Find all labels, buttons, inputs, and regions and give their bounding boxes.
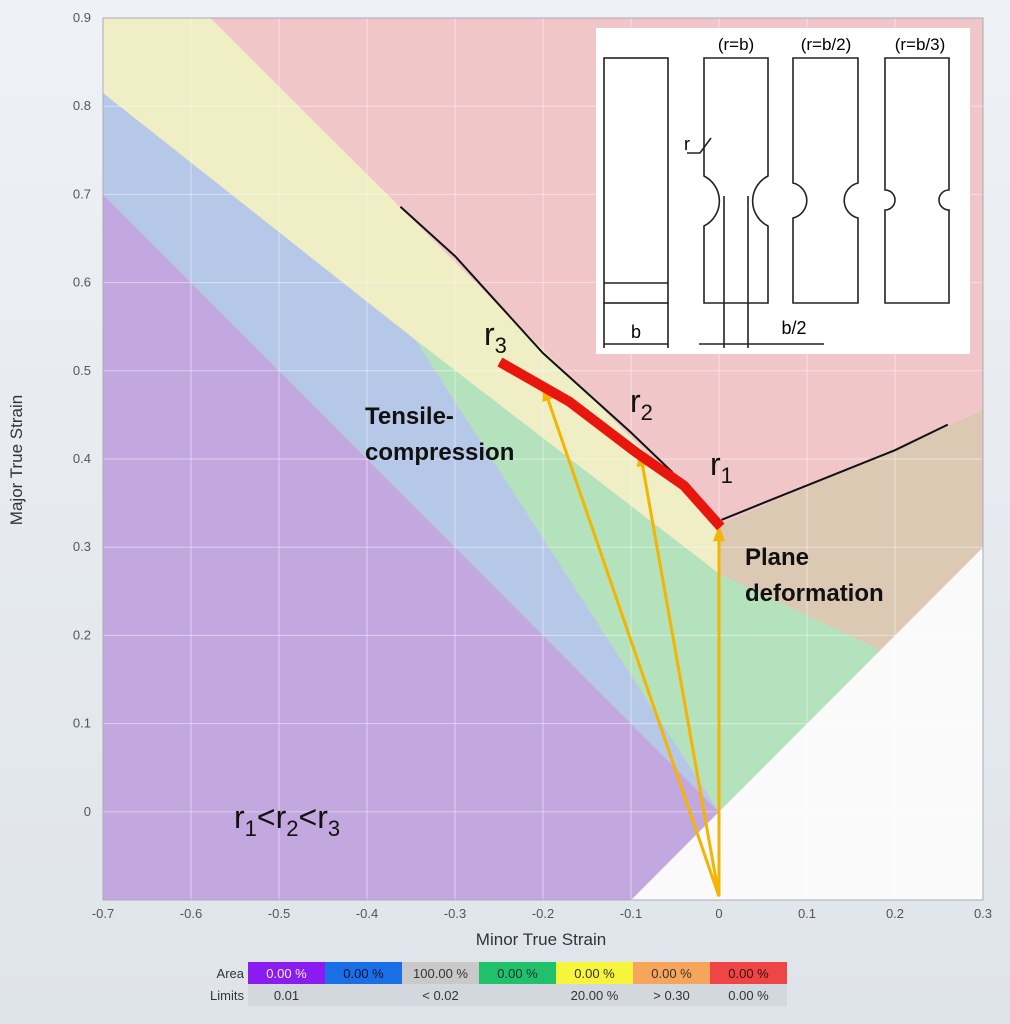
- svg-text:(r=b/2): (r=b/2): [801, 35, 852, 54]
- strain-path-arrow-1: [638, 449, 721, 897]
- specimen-inset: b b/2 r (r=b) (r=b/2) (r=b/3): [596, 28, 970, 354]
- specimen-r-b2: [792, 57, 859, 304]
- svg-text:b: b: [631, 322, 641, 342]
- svg-text:b/2: b/2: [781, 318, 806, 338]
- area-label: Area: [216, 965, 244, 981]
- legend-limit-cell: < 0.02: [402, 984, 479, 1006]
- x-tick-label: 0: [715, 906, 722, 921]
- legend-limit-cell: [325, 984, 402, 1006]
- label-r3: r3: [484, 316, 507, 358]
- y-tick-label: 0.4: [73, 451, 91, 466]
- label-deformation: deformation: [745, 580, 884, 607]
- zone-4: [415, 339, 878, 812]
- legend-limit-cell: 20.00 %: [556, 984, 633, 1006]
- label-r-order: r1<r2<r3: [234, 799, 340, 841]
- label-r2: r2: [630, 383, 653, 425]
- zone-3: [103, 18, 719, 574]
- x-tick-label: -0.2: [532, 906, 554, 921]
- x-tick-label: -0.6: [180, 906, 202, 921]
- svg-text:r: r: [684, 134, 690, 154]
- legend-limit-cell: > 0.30: [633, 984, 710, 1006]
- svg-text:(r=b): (r=b): [718, 35, 754, 54]
- specimen-plain: [603, 57, 669, 304]
- x-tick-label: -0.5: [268, 906, 290, 921]
- zone-2: [103, 92, 719, 812]
- label-compression: compression: [365, 439, 514, 466]
- arrowhead-2: [713, 525, 725, 542]
- forming-limit-curve-0: [399, 206, 674, 473]
- x-axis-label: Minor True Strain: [476, 930, 606, 949]
- zone-1: [103, 194, 719, 900]
- y-tick-label: 0.7: [73, 186, 91, 201]
- x-tick-label: -0.1: [620, 906, 642, 921]
- annotations: r3 r2 r1 Tensile- compression Plane defo…: [234, 316, 884, 841]
- y-tick-label: 0.2: [73, 627, 91, 642]
- zone-5: [719, 410, 983, 654]
- legend-limit-cell: 0.00 %: [710, 984, 787, 1006]
- label-tensile: Tensile-: [365, 403, 454, 430]
- strain-path-arrow-0: [541, 384, 721, 897]
- legend-area-cell: 0.00 %: [556, 962, 633, 984]
- legend-area-cell: 0.00 %: [248, 962, 325, 984]
- legend-area-cell: 0.00 %: [325, 962, 402, 984]
- x-tick-label: -0.7: [92, 906, 114, 921]
- legend-area-cell: 100.00 %: [402, 962, 479, 984]
- y-tick-label: 0.6: [73, 275, 91, 290]
- y-tick-label: 0.5: [73, 363, 91, 378]
- legend-area-cell: 0.00 %: [479, 962, 556, 984]
- x-tick-label: -0.4: [356, 906, 378, 921]
- y-axis-label: Major True Strain: [7, 395, 26, 525]
- legend: Area 0.00 % 0.00 % 100.00 % 0.00 % 0.00 % 0.00…: [196, 962, 787, 1006]
- legend-area-cell: 0.00 %: [633, 962, 710, 984]
- x-tick-label: 0.3: [974, 906, 992, 921]
- zone-0: [631, 547, 983, 900]
- y-tick-label: 0.3: [73, 539, 91, 554]
- y-tick-label: 0.8: [73, 98, 91, 113]
- limits-label: Limits: [210, 987, 244, 1003]
- r-curve: [497, 357, 725, 531]
- y-tick-label: 0.1: [73, 716, 91, 731]
- forming-limit-curve-1: [721, 423, 949, 521]
- legend-limit-cell: 0.01: [248, 984, 325, 1006]
- label-r1: r1: [710, 446, 733, 488]
- legend-area-cell: 0.00 %: [710, 962, 787, 984]
- plot-frame: [102, 17, 984, 901]
- x-tick-label: 0.1: [798, 906, 816, 921]
- specimen-r-b: [703, 57, 769, 304]
- specimen-r-b3: [884, 57, 950, 304]
- legend-limit-cell: [479, 984, 556, 1006]
- y-tick-label: 0.9: [73, 10, 91, 25]
- svg-text:(r=b/3): (r=b/3): [895, 35, 946, 54]
- x-tick-label: 0.2: [886, 906, 904, 921]
- x-tick-label: -0.3: [444, 906, 466, 921]
- y-tick-label: 0: [84, 804, 91, 819]
- label-plane: Plane: [745, 544, 809, 571]
